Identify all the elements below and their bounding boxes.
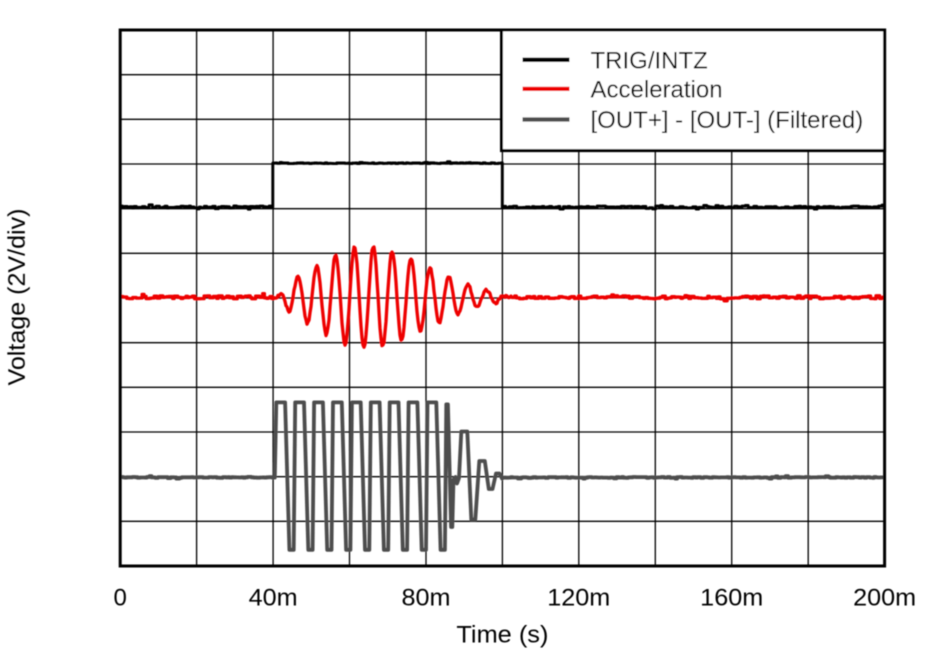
svg-text:0: 0 bbox=[114, 585, 127, 612]
svg-text:Voltage (2V/div): Voltage (2V/div) bbox=[4, 209, 31, 386]
svg-text:200m: 200m bbox=[853, 585, 916, 612]
svg-text:80m: 80m bbox=[402, 585, 451, 612]
svg-text:Time (s): Time (s) bbox=[456, 622, 548, 649]
svg-text:Acceleration: Acceleration bbox=[591, 77, 723, 104]
svg-text:160m: 160m bbox=[700, 585, 763, 612]
svg-text:TRIG/INTZ: TRIG/INTZ bbox=[591, 47, 708, 74]
svg-text:[OUT+] - [OUT-] (Filtered): [OUT+] - [OUT-] (Filtered) bbox=[591, 107, 864, 134]
svg-text:40m: 40m bbox=[249, 585, 298, 612]
svg-text:120m: 120m bbox=[547, 585, 610, 612]
